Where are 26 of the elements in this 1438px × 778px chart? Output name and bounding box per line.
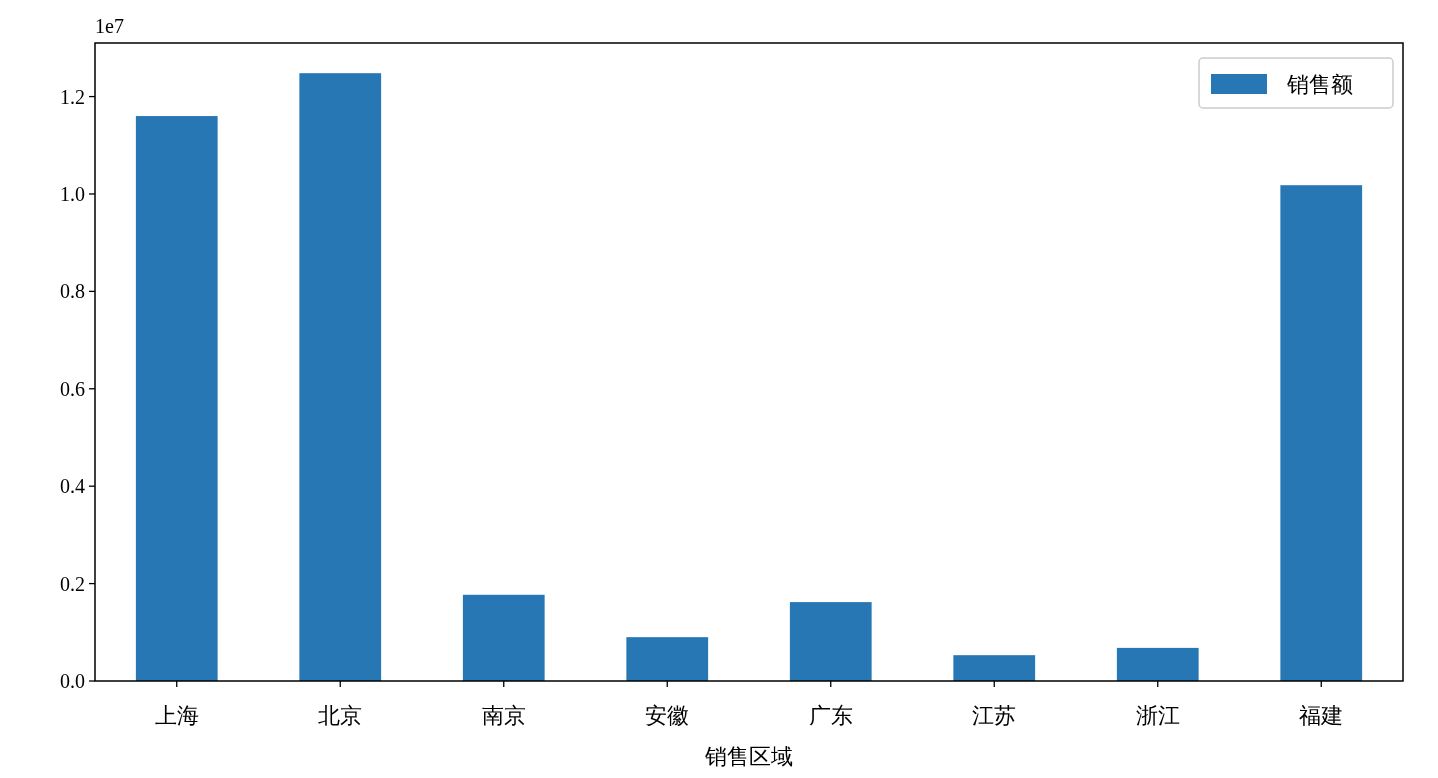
x-tick-label: 安徽 <box>645 703 690 728</box>
text: 1e7 <box>95 15 124 37</box>
y-tick-label: 1.0 <box>60 182 85 205</box>
bar <box>462 594 545 681</box>
bar <box>1116 647 1199 681</box>
y-tick-label: 0.4 <box>60 475 85 498</box>
legend-label: 销售额 <box>1286 72 1353 97</box>
x-tick-label: 上海 <box>154 703 199 728</box>
y-tick-label: 0.0 <box>60 670 85 692</box>
bar <box>299 73 382 681</box>
x-tick-label: 江苏 <box>972 703 1017 728</box>
x-tick-label: 南京 <box>481 703 526 728</box>
bar <box>626 637 709 681</box>
x-tick-label: 广东 <box>808 703 853 728</box>
x-tick-label: 福建 <box>1299 703 1344 728</box>
x-axis-title: 销售区域 <box>704 744 793 769</box>
y-tick-label: 0.6 <box>60 377 85 400</box>
bar <box>135 116 218 681</box>
y-tick-label: 0.8 <box>60 280 85 303</box>
y-tick-label: 0.2 <box>60 572 85 595</box>
x-tick-label: 北京 <box>318 703 363 728</box>
x-tick-label: 浙江 <box>1135 703 1180 728</box>
y-tick-label: 1.2 <box>60 85 85 108</box>
bar <box>789 602 872 681</box>
bar <box>1280 185 1363 681</box>
bar <box>953 655 1036 681</box>
